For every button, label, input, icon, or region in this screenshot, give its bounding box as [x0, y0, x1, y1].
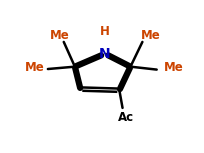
- Text: Me: Me: [141, 29, 160, 42]
- Text: Ac: Ac: [117, 111, 133, 124]
- Text: H: H: [100, 25, 110, 38]
- Text: Me: Me: [50, 29, 69, 42]
- Text: N: N: [99, 47, 110, 61]
- Text: Me: Me: [163, 61, 182, 74]
- Text: Me: Me: [24, 61, 44, 74]
